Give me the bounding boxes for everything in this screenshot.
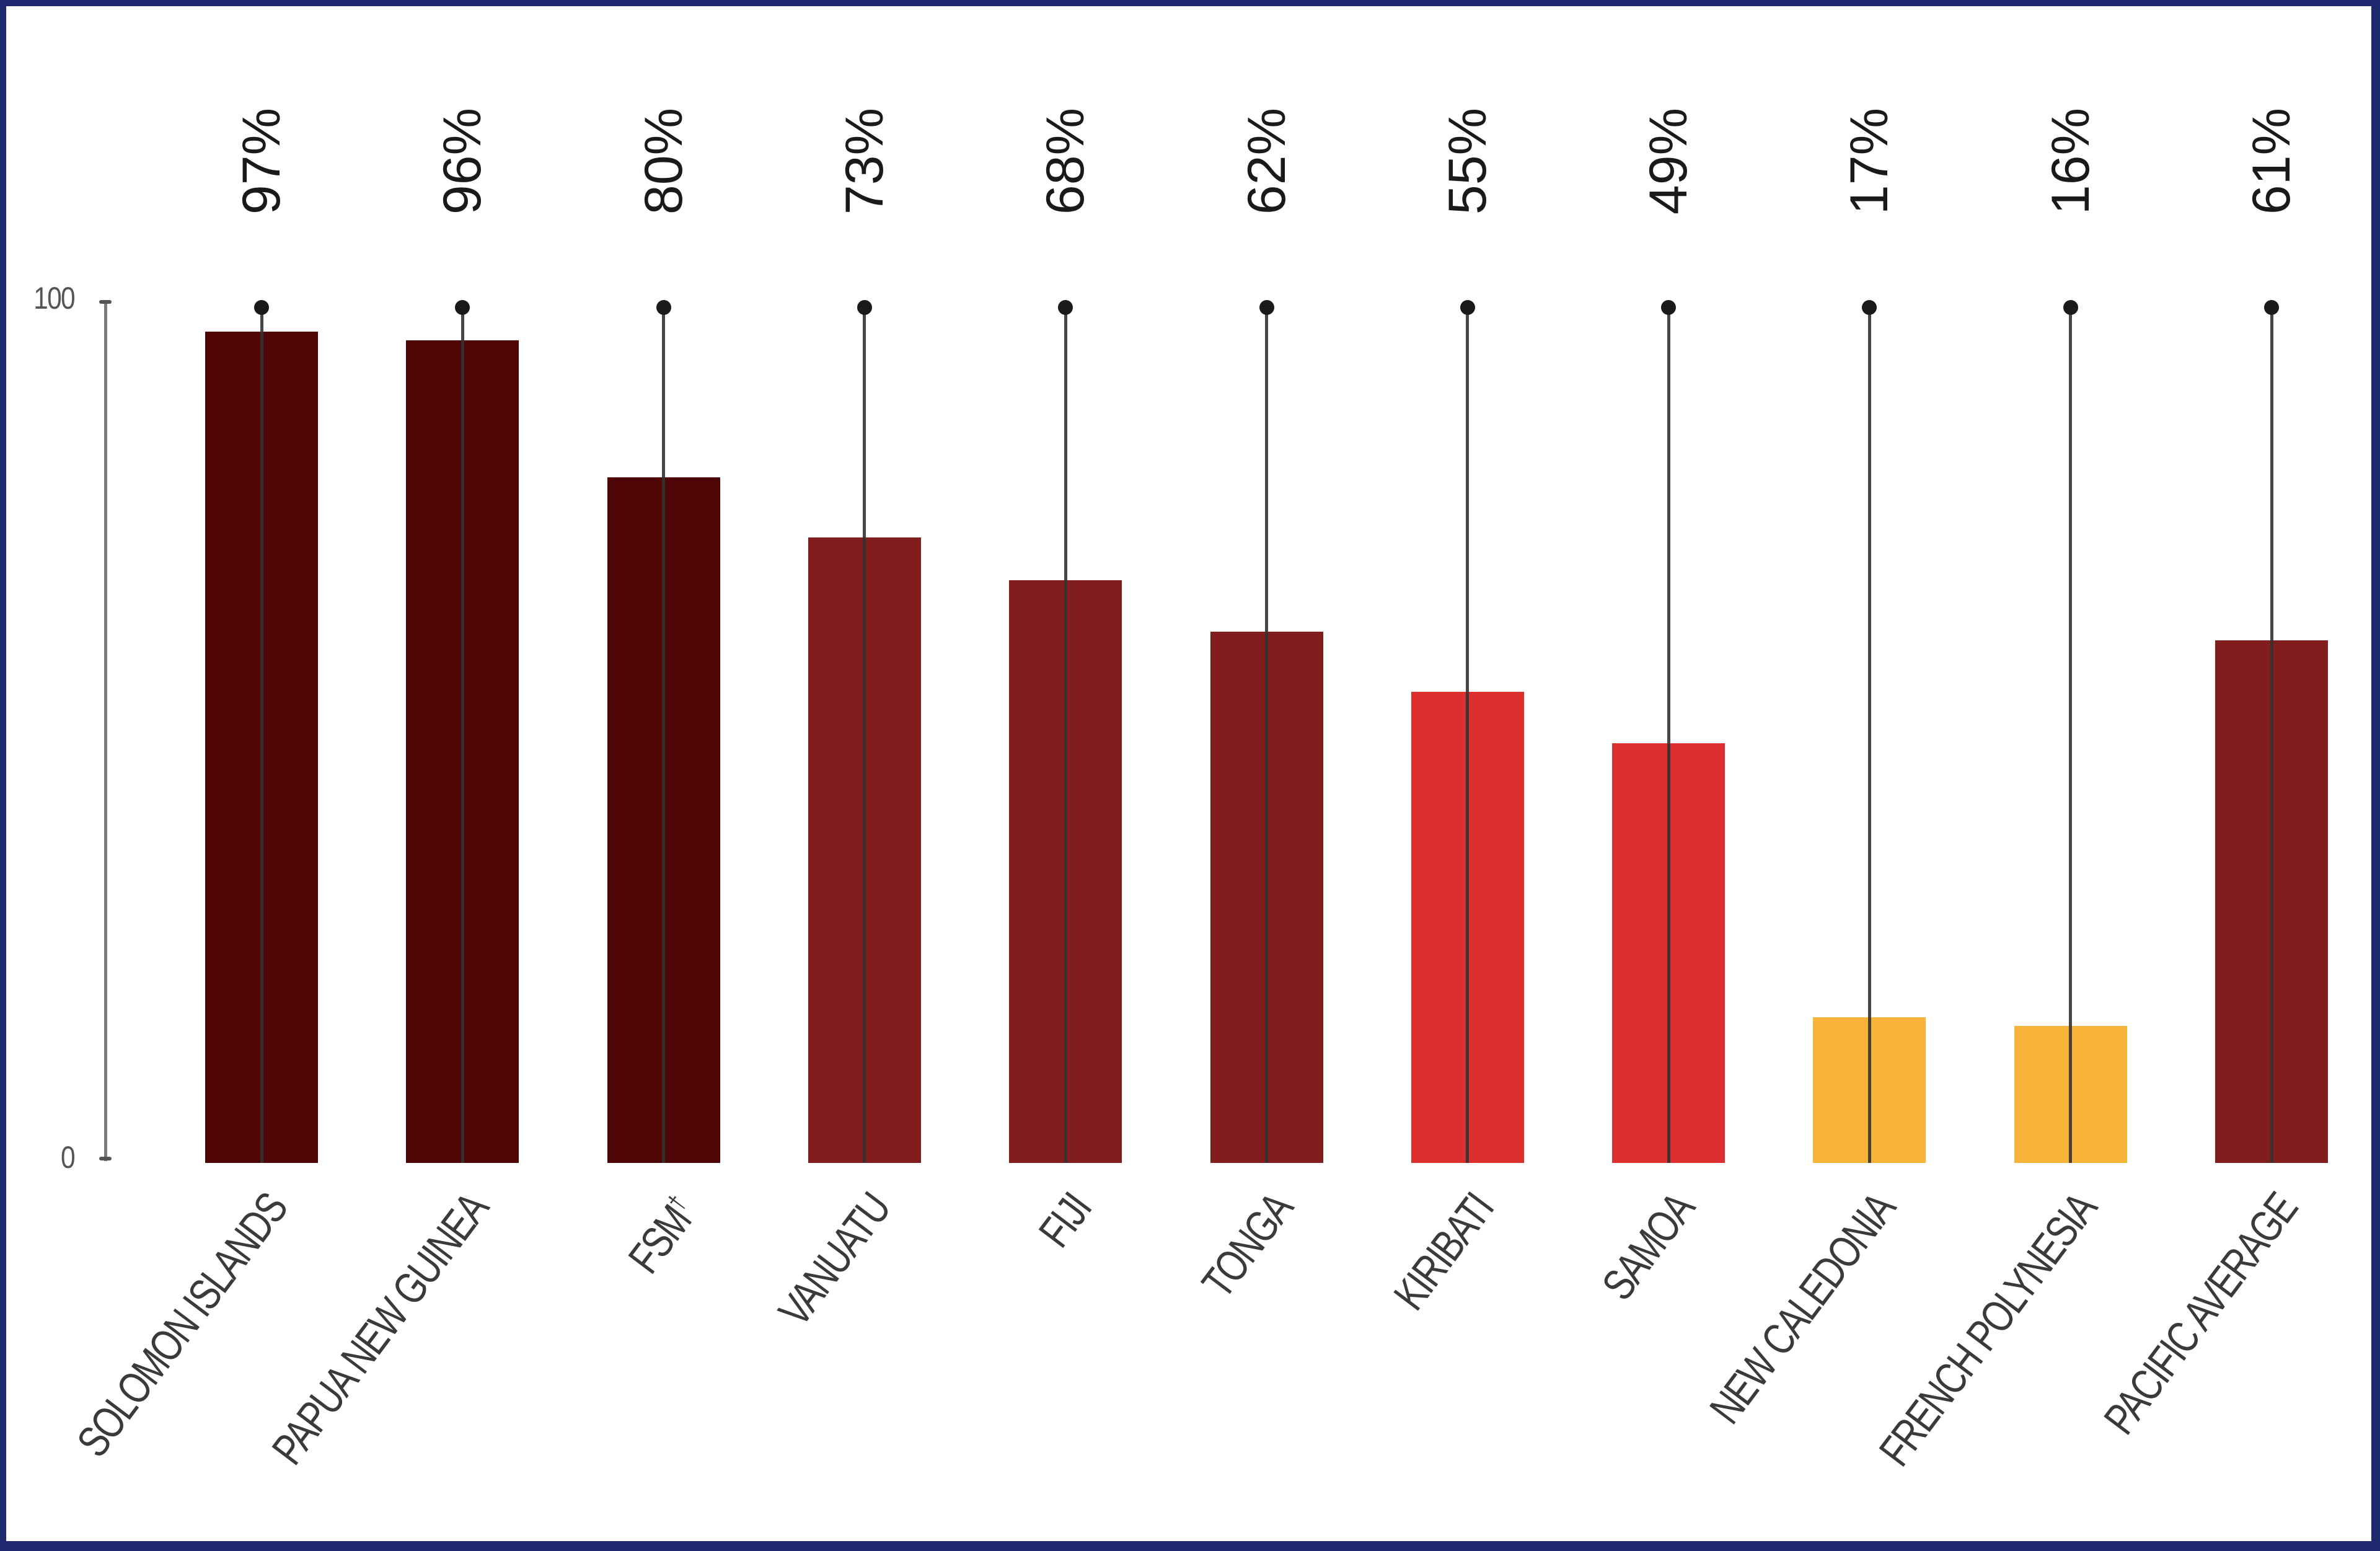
value-label: 55% [1437,107,1497,215]
stem-dot-icon [1862,300,1877,315]
stem-dot-icon [1058,300,1073,315]
value-label: 16% [2040,107,2100,215]
bar-stem-line [1064,307,1067,1163]
y-axis-bottom-cap [99,1157,112,1160]
stem-dot-icon [1661,300,1677,315]
value-label: 68% [1036,107,1096,215]
y-axis-top-cap [99,300,112,304]
value-label: 17% [1840,107,1900,215]
value-label: 96% [433,107,493,215]
value-label: 49% [1639,107,1699,215]
bar-stem-line [260,307,263,1163]
bar-stem-line [1667,307,1670,1163]
value-label: 97% [232,107,291,215]
bar-stem-line [863,307,866,1163]
bar-stem-line [461,307,464,1163]
y-tick-100: 100 [33,281,76,316]
stem-dot-icon [2063,300,2078,315]
footnote-dagger: † [662,1191,690,1216]
stem-dot-icon [857,300,872,315]
stem-dot-icon [1259,300,1274,315]
bar-stem-line [2270,307,2273,1163]
value-label: 61% [2242,107,2301,215]
bar-stem-line [1867,307,1871,1163]
y-tick-0: 0 [61,1140,76,1175]
value-label: 62% [1236,107,1297,215]
bar-stem-line [1265,307,1268,1163]
value-label: 80% [633,107,694,215]
bar-stem-line [662,307,666,1163]
stem-dot-icon [656,300,671,315]
bar-stem-line [2069,307,2073,1163]
value-label: 73% [834,107,894,215]
stem-dot-icon [254,300,269,315]
bar-stem-line [1466,307,1470,1163]
y-axis-line [104,303,107,1161]
stem-dot-icon [455,300,470,315]
stem-dot-icon [1460,300,1475,315]
stem-dot-icon [2264,300,2279,315]
